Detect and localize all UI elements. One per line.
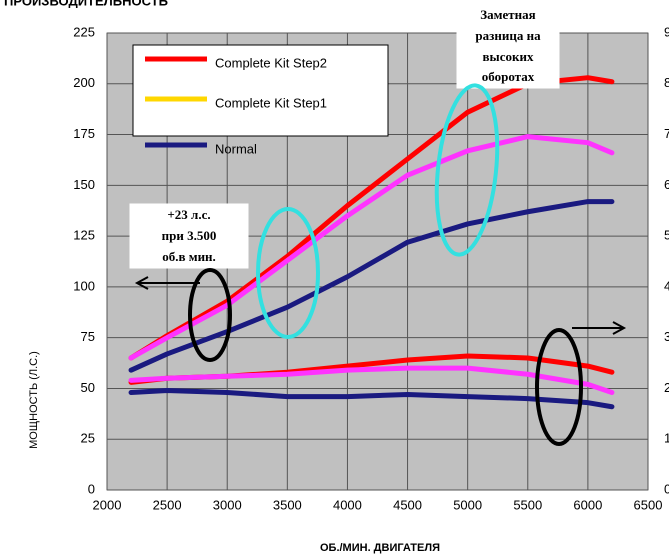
y2-tick-label: 4 bbox=[664, 278, 669, 293]
y2-tick-label: 9 bbox=[664, 24, 669, 39]
y-tick-label: 200 bbox=[73, 75, 95, 90]
y-tick-label: 25 bbox=[81, 431, 95, 446]
y2-tick-label: 8 bbox=[664, 75, 669, 90]
x-axis-label: ОБ./МИН. ДВИГАТЕЛЯ bbox=[320, 542, 440, 554]
highlight-ellipse bbox=[535, 328, 583, 446]
chart-title: ПРОИЗВОДИТЕЛЬНОСТЬ bbox=[4, 0, 168, 8]
x-tick-label: 5500 bbox=[513, 497, 542, 512]
x-tick-label: 2500 bbox=[153, 497, 182, 512]
series-line bbox=[128, 134, 615, 361]
y2-tick-label: 6 bbox=[664, 177, 669, 192]
x-tick-label: 2000 bbox=[93, 497, 122, 512]
y-tick-label: 175 bbox=[73, 126, 95, 141]
y-tick-label: 225 bbox=[73, 24, 95, 39]
y2-tick-label: 1 bbox=[664, 431, 669, 446]
annotation-text: оборотах bbox=[482, 69, 535, 84]
annotation-text: высоких bbox=[483, 49, 534, 64]
series-line bbox=[128, 387, 615, 410]
y-tick-label: 150 bbox=[73, 177, 95, 192]
highlight-ellipse bbox=[434, 83, 500, 257]
annotation-text: разница на bbox=[475, 28, 541, 43]
annotation-text: при 3.500 bbox=[162, 228, 217, 243]
y-tick-label: 75 bbox=[81, 329, 95, 344]
x-tick-label: 5000 bbox=[453, 497, 482, 512]
annotation-text: об.в мин. bbox=[162, 249, 216, 264]
y2-tick-label: 5 bbox=[664, 228, 669, 243]
y2-tick-label: 0 bbox=[664, 481, 669, 496]
x-tick-label: 4000 bbox=[333, 497, 362, 512]
annotation-text: +23 л.с. bbox=[167, 207, 210, 222]
series-line bbox=[128, 199, 615, 373]
highlight-ellipse bbox=[188, 268, 232, 362]
y-tick-label: 100 bbox=[73, 278, 95, 293]
x-tick-label: 3000 bbox=[213, 497, 242, 512]
annotation-text: Заметная bbox=[480, 7, 535, 22]
x-tick-label: 3500 bbox=[273, 497, 302, 512]
legend-label: Complete Kit Step2 bbox=[215, 55, 327, 70]
annotation-box bbox=[456, 0, 560, 89]
annotation-box bbox=[129, 203, 249, 269]
y2-tick-label: 2 bbox=[664, 380, 669, 395]
y2-tick-label: 7 bbox=[664, 126, 669, 141]
y-tick-label: 125 bbox=[73, 228, 95, 243]
y-tick-label: 0 bbox=[88, 481, 95, 496]
arrow bbox=[572, 321, 627, 335]
arrow bbox=[134, 276, 200, 290]
x-tick-label: 6500 bbox=[634, 497, 663, 512]
y-tick-label: 50 bbox=[81, 380, 95, 395]
series-line bbox=[128, 365, 615, 396]
y-axis-label: МОЩНОСТЬ (Л.С.) bbox=[28, 351, 40, 449]
y2-tick-label: 3 bbox=[664, 329, 669, 344]
x-tick-label: 4500 bbox=[393, 497, 422, 512]
legend-label: Complete Kit Step1 bbox=[215, 95, 327, 110]
highlight-ellipse bbox=[256, 207, 320, 339]
legend-label: Normal bbox=[215, 141, 257, 156]
x-tick-label: 6000 bbox=[573, 497, 602, 512]
